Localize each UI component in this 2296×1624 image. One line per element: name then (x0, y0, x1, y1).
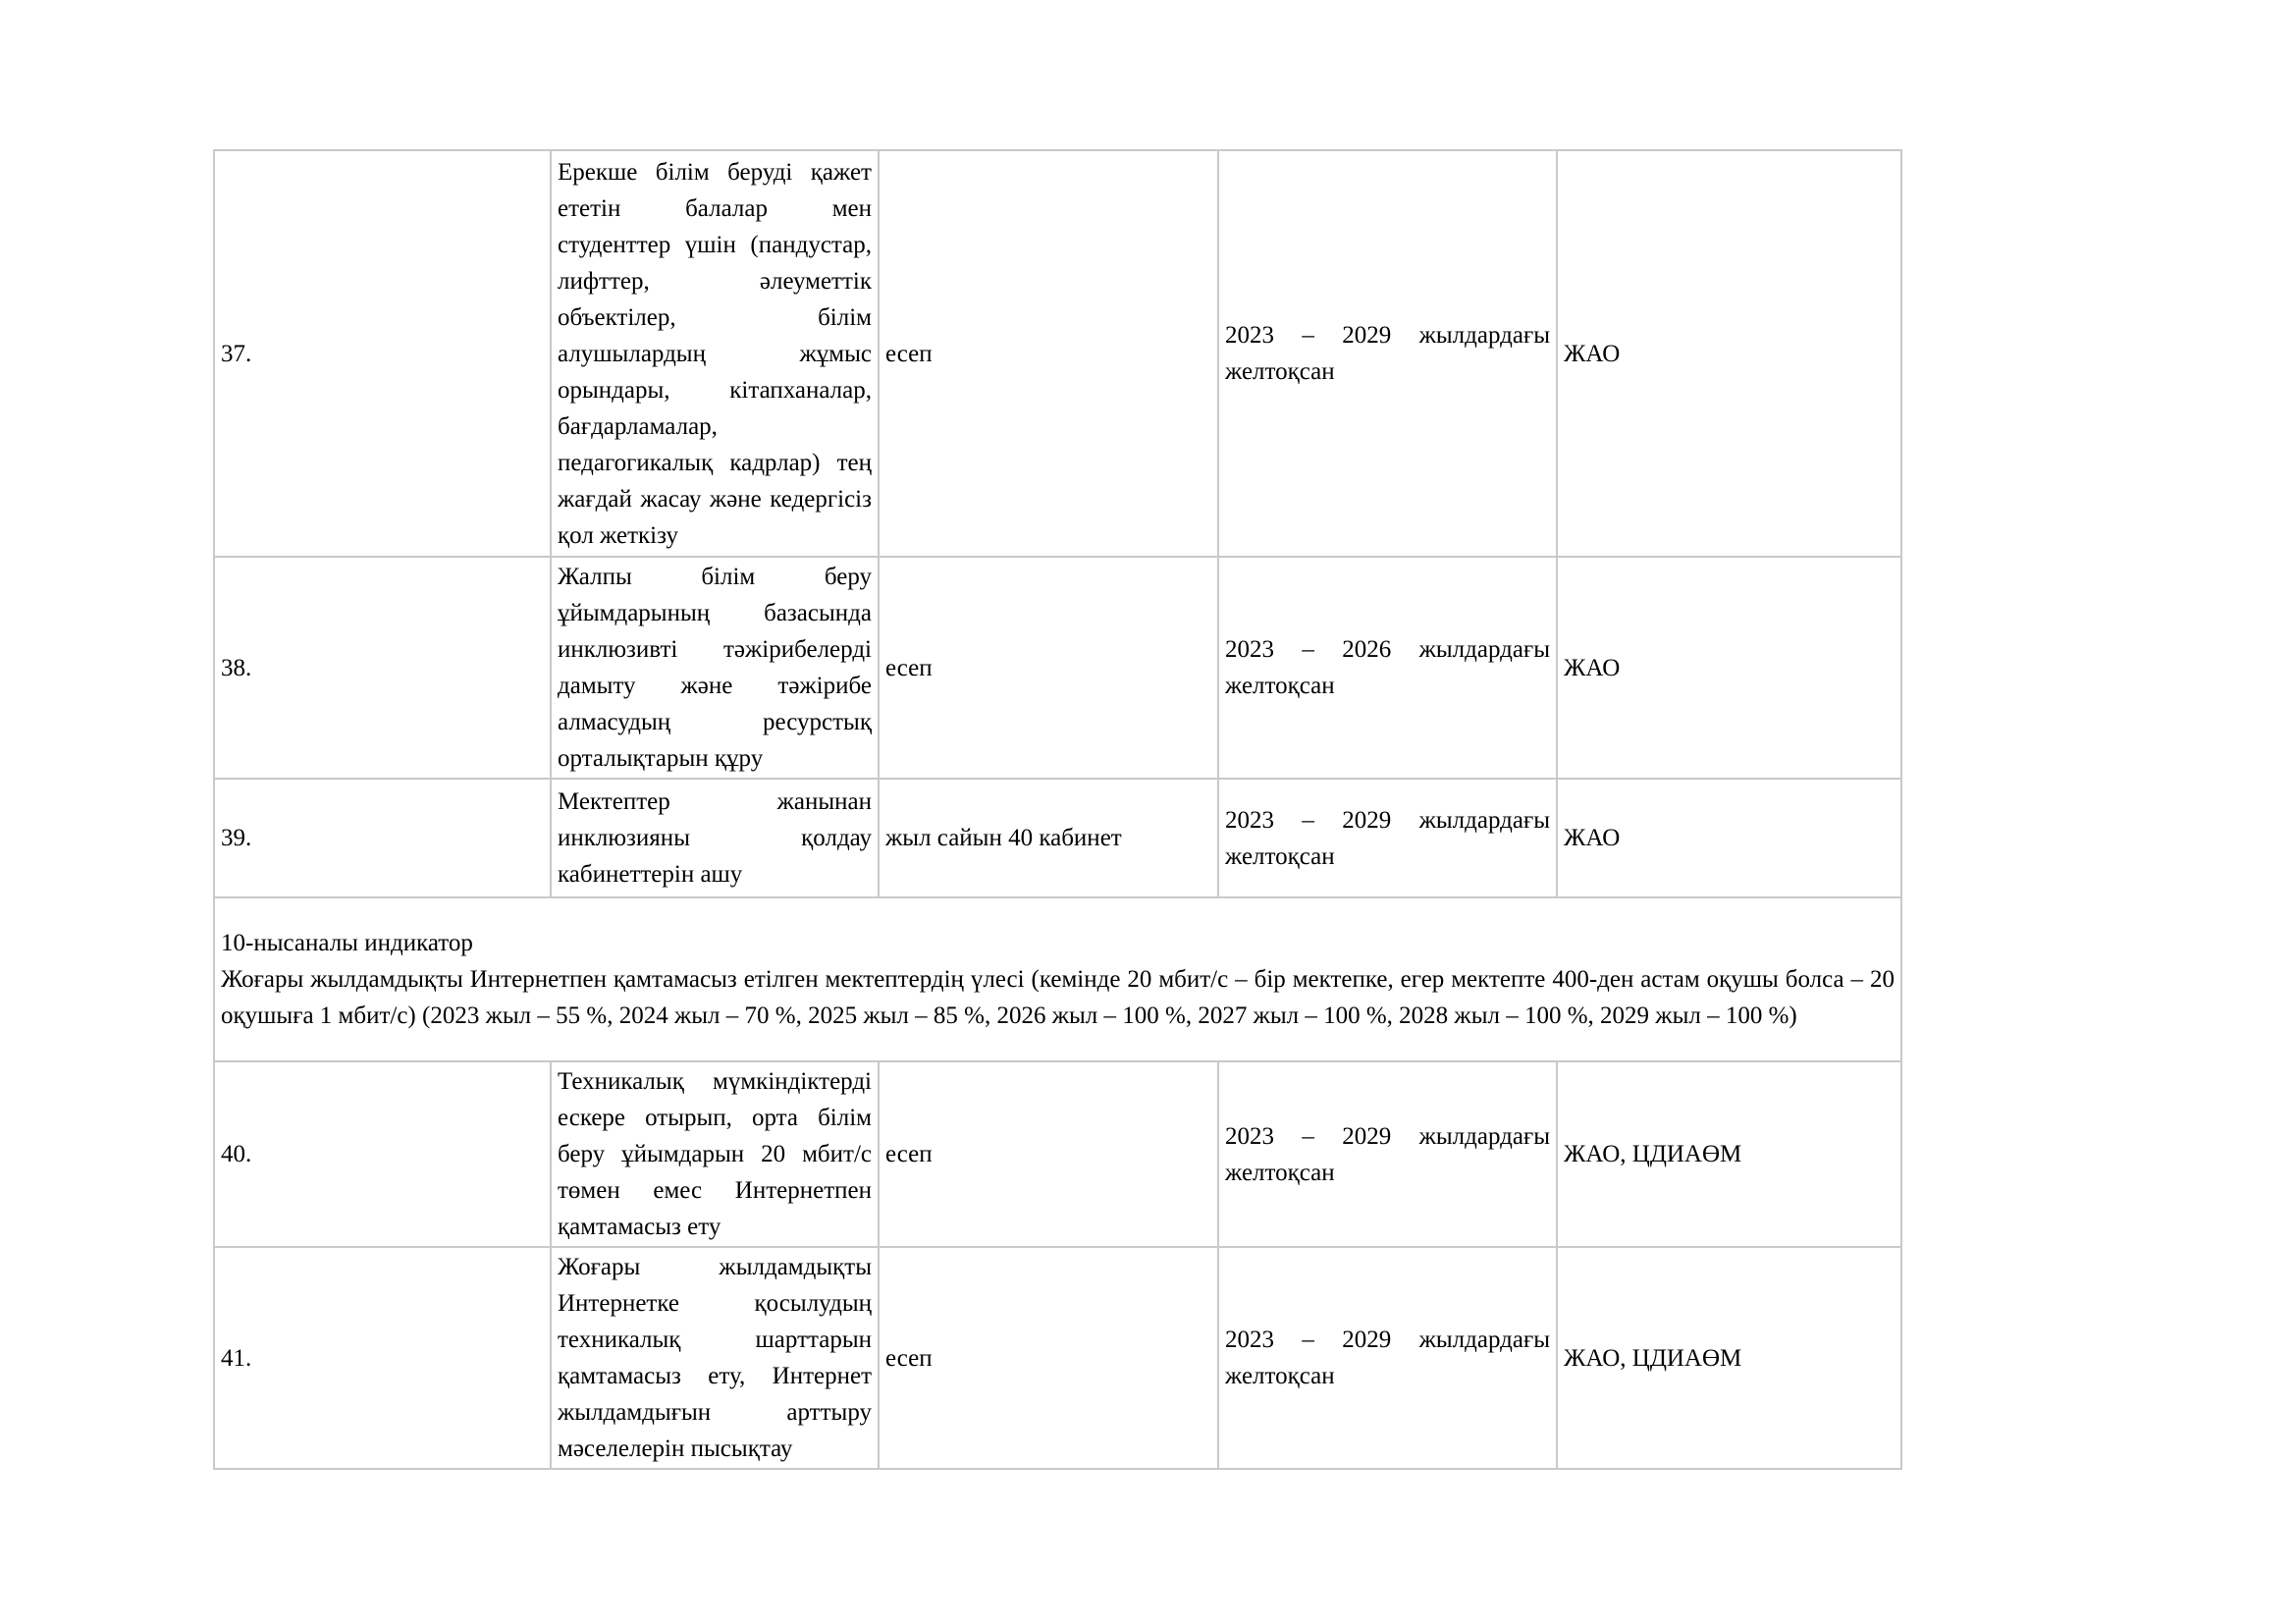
period-cell: 2023 – 2029 жылдардағы желтоқсан (1217, 1246, 1558, 1470)
period-cell: 2023 – 2029 жылдардағы желтоқсан (1217, 1060, 1558, 1248)
action-plan-table: 37. Ерекше білім беруді қажет ететін бал… (213, 149, 1902, 1470)
responsible-cell: ЖАО, ЦДИАӨМ (1556, 1246, 1902, 1470)
action-cell: Мектептер жанынан инклюзияны қолдау каби… (550, 778, 880, 898)
responsible-cell: ЖАО, ЦДИАӨМ (1556, 1060, 1902, 1248)
row-number-cell: 39. (213, 778, 552, 898)
responsible-cell: ЖАО (1556, 149, 1902, 558)
target-indicator-cell: 10-нысаналы индикатор Жоғары жылдамдықты… (213, 896, 1902, 1062)
period-cell: 2023 – 2029 жылдардағы желтоқсан (1217, 778, 1558, 898)
action-cell: Техникалық мүмкіндіктерді ескере отырып,… (550, 1060, 880, 1248)
action-cell: Ерекше білім беруді қажет ететін балалар… (550, 149, 880, 558)
measure-cell: есеп (878, 1060, 1219, 1248)
period-cell: 2023 – 2029 жылдардағы желтоқсан (1217, 149, 1558, 558)
table-row-39: 39. Мектептер жанынан инклюзияны қолдау … (213, 778, 1902, 898)
table-row-37: 37. Ерекше білім беруді қажет ететін бал… (213, 149, 1902, 558)
row-number-cell: 38. (213, 556, 552, 780)
indicator-title: 10-нысаналы индикатор (221, 930, 473, 956)
table-row-38: 38. Жалпы білім беру ұйымдарының базасын… (213, 556, 1902, 780)
period-cell: 2023 – 2026 жылдардағы желтоқсан (1217, 556, 1558, 780)
table-row-40: 40. Техникалық мүмкіндіктерді ескере оты… (213, 1060, 1902, 1248)
row-number-cell: 41. (213, 1246, 552, 1470)
action-cell: Жоғары жылдамдықты Интернетке қосылудың … (550, 1246, 880, 1470)
row-number-cell: 40. (213, 1060, 552, 1248)
responsible-cell: ЖАО (1556, 778, 1902, 898)
measure-cell: жыл сайын 40 кабинет (878, 778, 1219, 898)
measure-cell: есеп (878, 556, 1219, 780)
measure-cell: есеп (878, 1246, 1219, 1470)
responsible-cell: ЖАО (1556, 556, 1902, 780)
action-cell: Жалпы білім беру ұйымдарының базасында и… (550, 556, 880, 780)
target-indicator-row: 10-нысаналы индикатор Жоғары жылдамдықты… (213, 896, 1902, 1062)
row-number-cell: 37. (213, 149, 552, 558)
indicator-text: Жоғары жылдамдықты Интернетпен қамтамасы… (221, 966, 1895, 1029)
measure-cell: есеп (878, 149, 1219, 558)
table-row-41: 41. Жоғары жылдамдықты Интернетке қосылу… (213, 1246, 1902, 1470)
